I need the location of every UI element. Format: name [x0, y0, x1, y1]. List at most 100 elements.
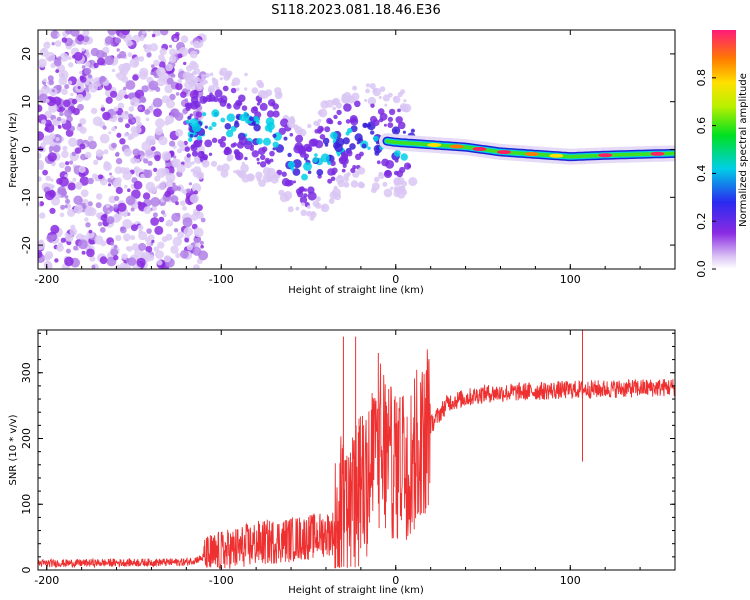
noise-blob: [150, 146, 156, 152]
spectral-blob: [204, 80, 208, 84]
spectral-blob: [364, 98, 368, 103]
noise-blob: [151, 205, 157, 212]
noise-blob: [73, 245, 79, 251]
noise-blob: [50, 30, 60, 39]
noise-blob: [102, 111, 111, 121]
spectral-blob: [301, 173, 308, 181]
spectral-blob: [307, 191, 317, 201]
spectral-blob: [226, 129, 234, 138]
noise-blob: [38, 176, 42, 182]
spectral-blob: [211, 77, 216, 82]
spectral-blob: [378, 171, 383, 176]
spectral-blob: [378, 95, 382, 100]
noise-blob: [75, 181, 83, 189]
noise-blob: [72, 108, 80, 116]
noise-blob: [115, 214, 123, 221]
noise-blob: [164, 84, 173, 94]
noise-blob: [65, 161, 70, 166]
noise-blob: [87, 135, 94, 142]
noise-blob: [175, 129, 184, 137]
noise-blob: [45, 51, 56, 62]
noise-blob: [105, 96, 113, 104]
noise-blob: [169, 222, 174, 226]
spectral-blob: [238, 136, 248, 146]
noise-blob: [55, 137, 60, 142]
noise-blob: [86, 248, 95, 258]
spectral-blob: [187, 115, 192, 120]
noise-blob: [104, 55, 114, 66]
spectral-blob: [293, 180, 296, 184]
noise-blob: [98, 174, 103, 180]
noise-blob: [191, 223, 198, 230]
noise-blob: [67, 56, 72, 60]
snr-x-axis-label: Height of straight line (km): [288, 585, 424, 596]
y-tick-label: 0: [20, 567, 33, 574]
spectral-blob: [322, 205, 326, 209]
spectral-blob: [374, 176, 380, 183]
spectral-blob: [304, 153, 309, 159]
y-tick-label: 0: [20, 146, 33, 153]
spectral-blob: [251, 121, 256, 126]
spectral-blob: [369, 83, 376, 90]
spectral-blob: [384, 103, 388, 107]
spectral-blob: [190, 73, 194, 77]
noise-blob: [144, 44, 149, 49]
noise-blob: [128, 133, 135, 140]
noise-blob: [141, 30, 147, 35]
colorbar-tick-label: 0.8: [695, 69, 708, 87]
spectral-blob: [186, 153, 191, 158]
spectral-blob: [371, 182, 380, 191]
spectral-blob: [244, 72, 248, 77]
noise-blob: [49, 207, 56, 214]
noise-blob: [77, 103, 84, 111]
spectral-blob: [354, 100, 361, 108]
spectral-blob: [312, 200, 320, 208]
ridge-hotspot: [472, 147, 487, 151]
noise-blob: [168, 44, 173, 48]
noise-blob: [74, 147, 82, 154]
noise-blob: [127, 52, 133, 58]
y-tick-label: 200: [20, 428, 33, 449]
noise-blob: [73, 51, 83, 61]
spectral-blob: [201, 159, 210, 168]
spectral-blob: [337, 120, 342, 126]
noise-blob: [113, 244, 118, 249]
noise-blob: [98, 86, 103, 90]
spectral-blob: [211, 109, 220, 118]
spectral-blob: [328, 198, 335, 205]
noise-blob: [153, 246, 160, 252]
noise-blob: [84, 151, 92, 159]
noise-blob: [57, 125, 62, 129]
noise-blob: [102, 125, 107, 130]
spectral-blob: [331, 167, 338, 174]
spectral-blob: [394, 149, 401, 157]
spectral-blob: [266, 110, 275, 118]
noise-blob: [100, 214, 108, 222]
spectral-blob: [211, 121, 217, 127]
noise-blob: [171, 184, 179, 192]
spectral-blob: [381, 158, 389, 167]
noise-blob: [199, 240, 204, 245]
noise-blob: [68, 137, 78, 147]
spectral-blob: [299, 186, 305, 192]
noise-blob: [61, 150, 69, 159]
noise-blob: [67, 208, 76, 217]
noise-blob: [175, 201, 179, 206]
noise-blob: [47, 152, 57, 162]
noise-blob: [150, 197, 160, 207]
noise-blob: [116, 71, 127, 81]
colorbar-tick-label: 0.0: [695, 260, 708, 278]
spectral-blob: [287, 161, 295, 169]
spectral-blob: [276, 169, 283, 176]
noise-blob: [158, 72, 168, 82]
spectral-blob: [253, 115, 259, 122]
spectral-blob: [256, 79, 263, 87]
noise-blob: [79, 118, 87, 125]
noise-blob: [59, 52, 69, 62]
spectral-blob: [332, 106, 336, 111]
noise-blob: [64, 109, 72, 118]
noise-blob: [73, 204, 84, 214]
spectral-blob: [303, 162, 312, 171]
noise-blob: [125, 39, 133, 47]
